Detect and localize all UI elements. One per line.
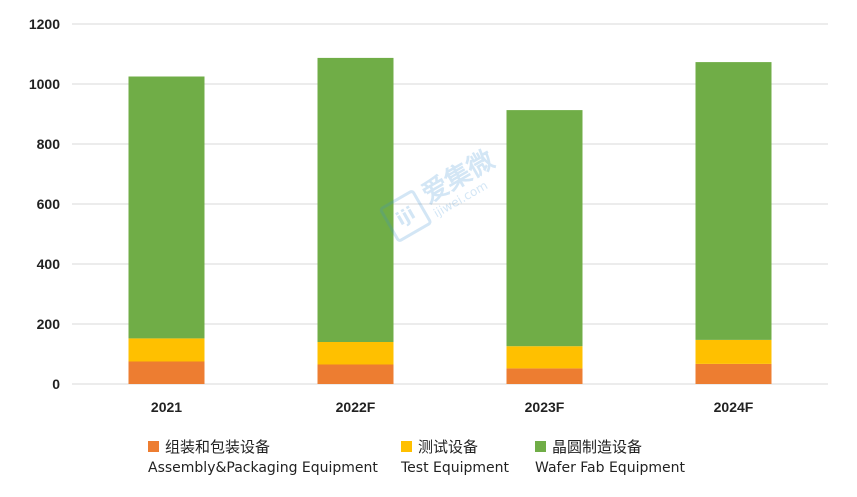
legend-label-test: 测试设备	[418, 437, 479, 456]
bar-segment-2023f-1	[506, 346, 583, 369]
y-tick-label: 600	[37, 196, 61, 212]
legend-swatch-wafer	[535, 440, 546, 452]
y-tick-label: 400	[37, 256, 61, 272]
bar-segment-2024f-2	[695, 62, 772, 340]
bar-segment-2021-0	[128, 361, 205, 384]
y-axis: 0 200 400 600 800 1000 1200	[29, 16, 60, 392]
x-tick-label: 2023F	[525, 399, 565, 415]
bar-segment-2022f-2	[317, 57, 394, 343]
x-tick-label: 2024F	[714, 399, 754, 415]
y-tick-label: 1000	[29, 76, 60, 92]
bars	[128, 57, 772, 384]
bar-segment-2021-1	[128, 338, 205, 362]
bar-segment-2021-2	[128, 76, 205, 339]
bar-segment-2024f-1	[695, 339, 772, 364]
y-tick-label: 1200	[29, 16, 60, 32]
bar-segment-2023f-2	[506, 110, 583, 347]
bar-segment-2024f-0	[695, 363, 772, 384]
bar-segment-2023f-0	[506, 368, 583, 384]
legend-label-assembly: 组装和包装设备	[165, 437, 271, 456]
legend-item-wafer: 晶圆制造设备 Wafer Fab Equipment	[535, 436, 685, 476]
y-tick-label: 200	[37, 316, 61, 332]
legend-sublabel-wafer: Wafer Fab Equipment	[535, 460, 685, 476]
legend-label-wafer: 晶圆制造设备	[552, 437, 643, 456]
x-tick-label: 2021	[151, 399, 182, 415]
stacked-bar-chart: 0 200 400 600 800 1000 1200 2021 2022F 2023F 2024…	[29, 16, 828, 415]
x-tick-label: 2022F	[336, 399, 376, 415]
legend-sublabel-test: Test Equipment	[401, 460, 510, 476]
bar-segment-2022f-0	[317, 364, 394, 384]
bar-segment-2022f-1	[317, 342, 394, 365]
legend-item-assembly: 组装和包装设备 Assembly&Packaging Equipment	[148, 436, 378, 476]
legend-sublabel-assembly: Assembly&Packaging Equipment	[148, 460, 378, 476]
legend-item-test: 测试设备 Test Equipment	[401, 436, 509, 476]
legend-swatch-test	[401, 440, 412, 452]
x-axis: 2021 2022F 2023F 2024F	[151, 399, 754, 415]
y-tick-label: 0	[52, 376, 60, 392]
y-tick-label: 800	[37, 136, 61, 152]
legend-swatch-assembly	[148, 440, 159, 452]
